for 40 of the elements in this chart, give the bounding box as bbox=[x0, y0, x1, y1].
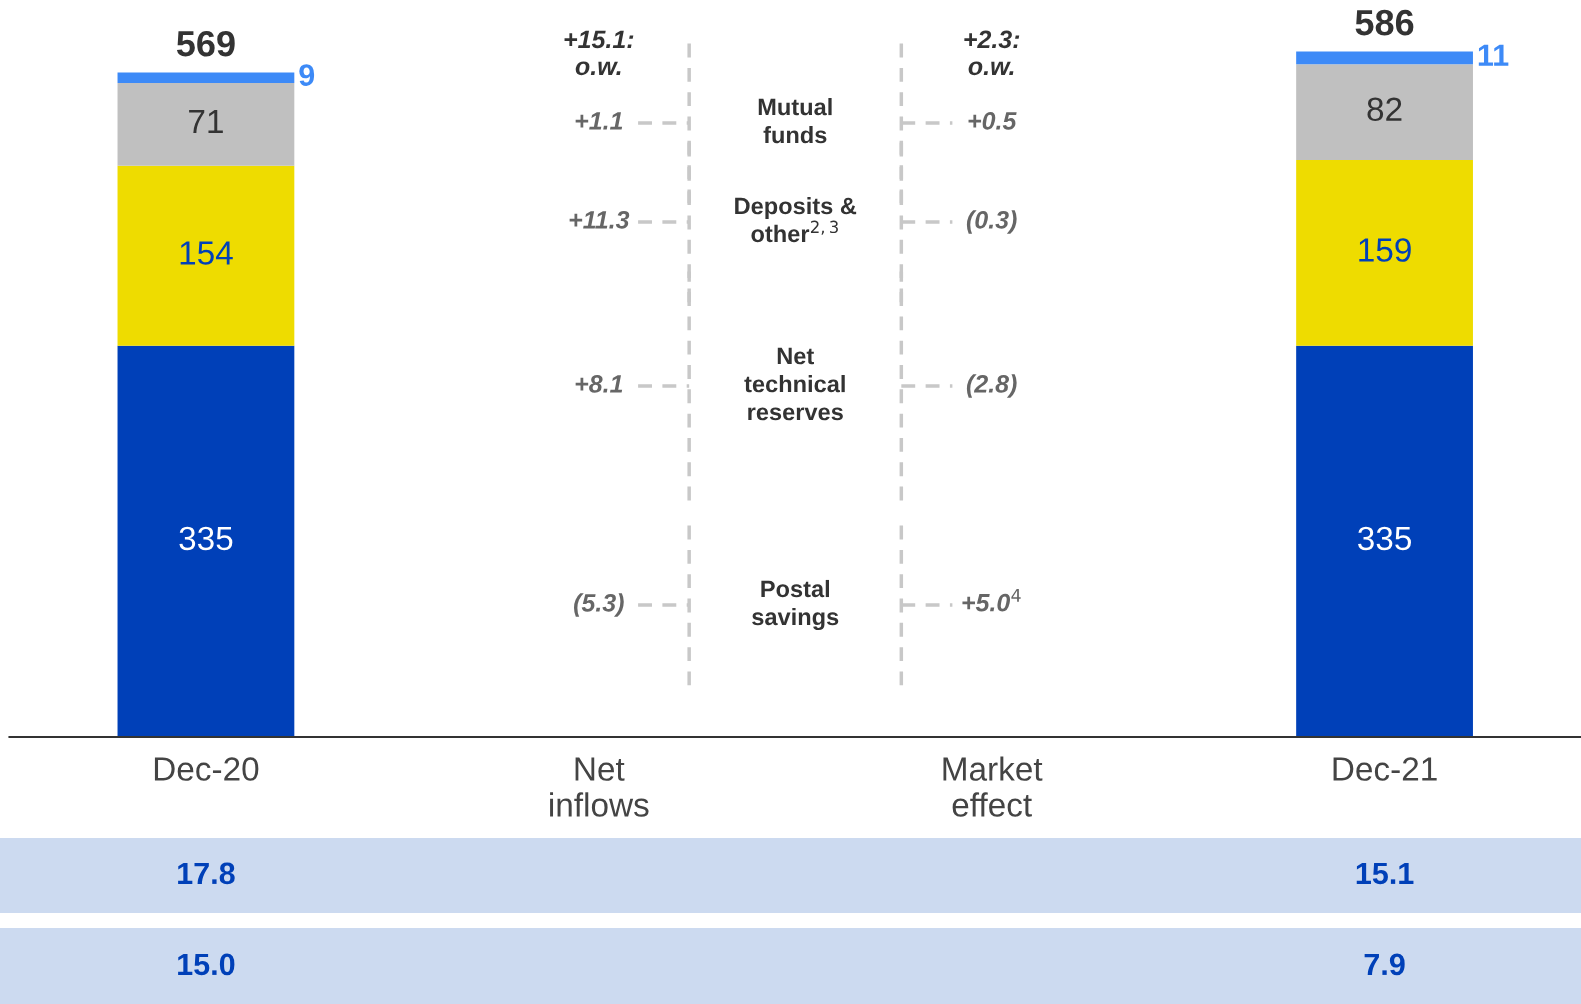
annotation: (2.8) bbox=[966, 374, 1017, 398]
text: 15.0 bbox=[178, 953, 235, 976]
total-label: 569 bbox=[176, 30, 235, 57]
text: 7.9 bbox=[1364, 953, 1405, 976]
data-label: 154 bbox=[180, 241, 233, 265]
bar bbox=[117, 165, 295, 346]
bar bbox=[117, 345, 295, 737]
data-label: 9 bbox=[299, 64, 315, 86]
bar bbox=[1296, 345, 1473, 737]
x-tick-label: Dec-20 bbox=[154, 757, 259, 781]
data-label: 335 bbox=[179, 526, 233, 551]
data-label: 82 bbox=[1367, 97, 1402, 122]
annotation: Net technical reserves bbox=[744, 347, 845, 421]
annotation: Postal savings bbox=[752, 579, 839, 631]
annotation: +15.1: o.w. bbox=[564, 30, 634, 76]
bar bbox=[1296, 160, 1473, 346]
x-tick-label: Market effect bbox=[943, 756, 1043, 817]
data-label: 335 bbox=[1358, 526, 1411, 551]
text: 17.8 bbox=[178, 862, 235, 885]
text: 15.1 bbox=[1356, 862, 1414, 885]
data-label: 11 bbox=[1478, 44, 1509, 66]
x-tick-label: Net inflows bbox=[550, 757, 649, 817]
data-label: 159 bbox=[1359, 238, 1411, 262]
annotation: +2.3: o.w. bbox=[964, 30, 1020, 76]
x-tick-label: Dec-21 bbox=[1333, 757, 1437, 781]
data-label: 71 bbox=[189, 110, 223, 134]
annotation: Mutual funds bbox=[758, 98, 832, 144]
bar bbox=[117, 82, 295, 166]
annotation: +1.1 bbox=[575, 112, 623, 130]
annotation: +8.1 bbox=[575, 375, 623, 393]
annotation: +5.0$^{4}$ bbox=[962, 588, 1021, 612]
bar bbox=[117, 72, 295, 83]
annotation: +0.5 bbox=[968, 112, 1017, 130]
bar bbox=[1296, 51, 1473, 65]
annotation: +11.3 bbox=[569, 211, 630, 229]
annotation: (0.3) bbox=[966, 210, 1017, 234]
bar bbox=[1296, 64, 1473, 161]
total-label: 586 bbox=[1355, 9, 1414, 36]
annotation: (5.3) bbox=[574, 593, 624, 617]
annotation: Deposits & other$^{2,3}$ bbox=[735, 197, 857, 243]
